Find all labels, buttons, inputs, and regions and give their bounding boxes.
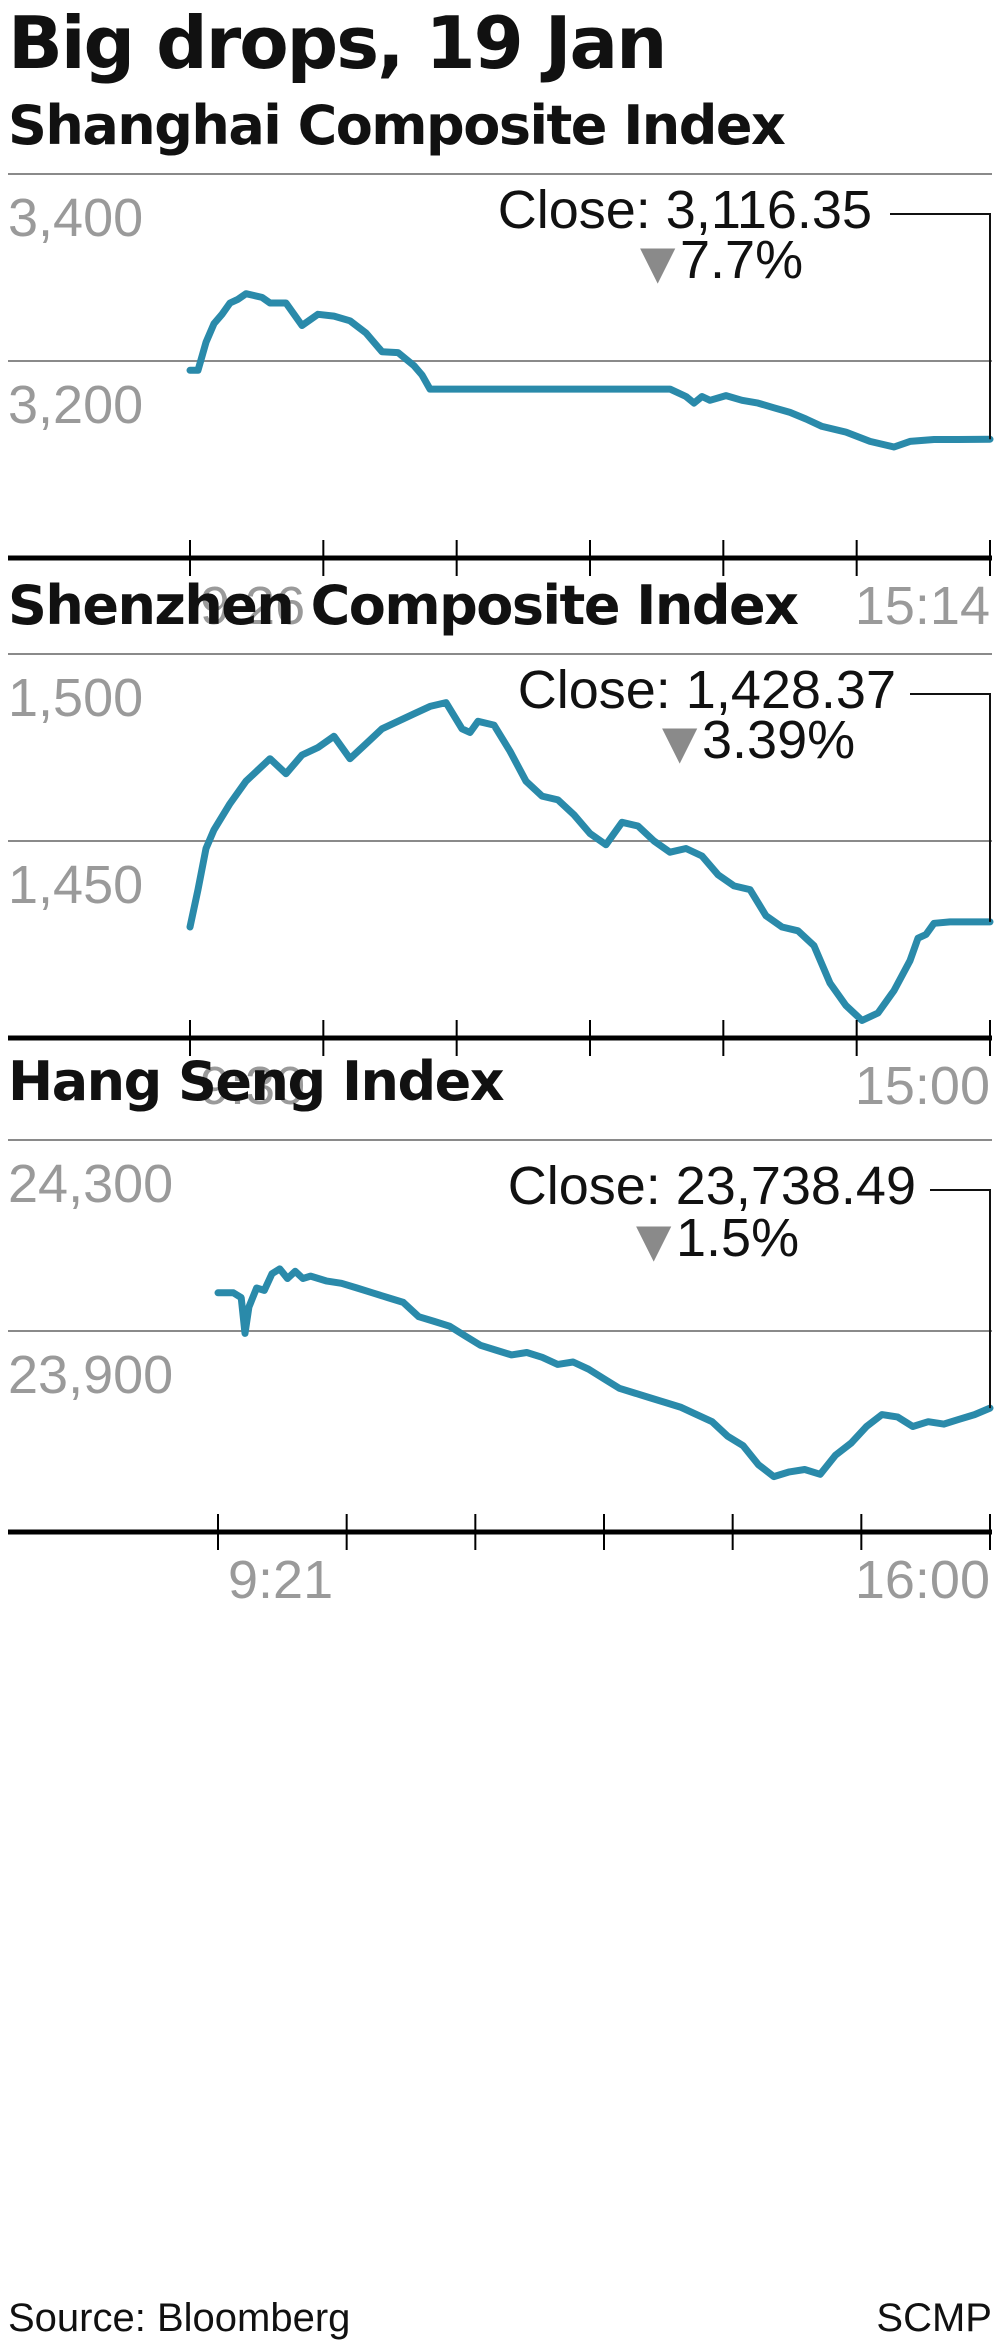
- down-triangle-icon: ▼: [662, 715, 698, 769]
- chart-title-shenzhen: Shenzhen Composite Index: [8, 574, 799, 637]
- series-line: [214, 1265, 994, 1481]
- page-title: Big drops, 19 Jan: [8, 1, 667, 85]
- source-text: Source: Bloomberg: [8, 2296, 351, 2340]
- down-triangle-icon: ▼: [640, 235, 676, 289]
- y-tick-label: 1,450: [8, 855, 143, 915]
- chart-panel-shanghai: Shanghai Composite Index Close: 3,116.35…: [0, 96, 1000, 776]
- chart-title-hangseng: Hang Seng Index: [8, 1050, 505, 1113]
- x-tick-label-start: 9:21: [228, 1550, 333, 1610]
- chart-hangseng: Close: 23,738.49 ▼ 1.5% 24,300 23,900 9:21…: [8, 1139, 994, 1610]
- x-tick-label-start: 9:26: [200, 576, 305, 628]
- change-label-hangseng: 1.5%: [676, 1208, 799, 1268]
- chart-panel-hangseng: Hang Seng Index Close: 23,738.49 ▼ 1.5% …: [0, 1052, 1000, 1732]
- down-triangle-icon: ▼: [636, 1213, 672, 1267]
- y-tick-label: 24,300: [8, 1154, 173, 1214]
- close-label-shenzhen: Close: 1,428.37: [518, 660, 896, 720]
- chart-panel-shenzhen: Shenzhen Composite Index Close: 1,428.37…: [0, 576, 1000, 1256]
- close-leader-line: [930, 1189, 991, 1409]
- series-line: [186, 290, 994, 451]
- close-leader-line: [890, 213, 991, 440]
- close-label-hangseng: Close: 23,738.49: [508, 1156, 916, 1216]
- chart-shenzhen: Close: 1,428.37 ▼ 3.39% 1,500 1,450 9:30 15…: [8, 653, 994, 1108]
- y-tick-label: 1,500: [8, 668, 143, 728]
- y-tick-label: 23,900: [8, 1345, 173, 1405]
- x-tick-label-end: 15:14: [855, 576, 990, 628]
- chart-title-shanghai: Shanghai Composite Index: [8, 94, 786, 157]
- change-label-shenzhen: 3.39%: [702, 710, 855, 770]
- change-label-shanghai: 7.7%: [680, 230, 803, 290]
- y-tick-label: 3,400: [8, 188, 143, 248]
- x-tick-label-end: 16:00: [855, 1550, 990, 1610]
- close-label-shanghai: Close: 3,116.35: [498, 180, 872, 240]
- series-line: [186, 699, 994, 1024]
- close-leader-line: [910, 693, 991, 922]
- chart-shanghai: Close: 3,116.35 ▼ 7.7% 3,400 3,200 9:26 15:…: [8, 173, 994, 628]
- credit-text: SCMP: [876, 2296, 992, 2340]
- y-tick-label: 3,200: [8, 375, 143, 435]
- x-tick-label-end: 15:00: [855, 1056, 990, 1108]
- x-tick-label-start: 9:30: [200, 1056, 305, 1108]
